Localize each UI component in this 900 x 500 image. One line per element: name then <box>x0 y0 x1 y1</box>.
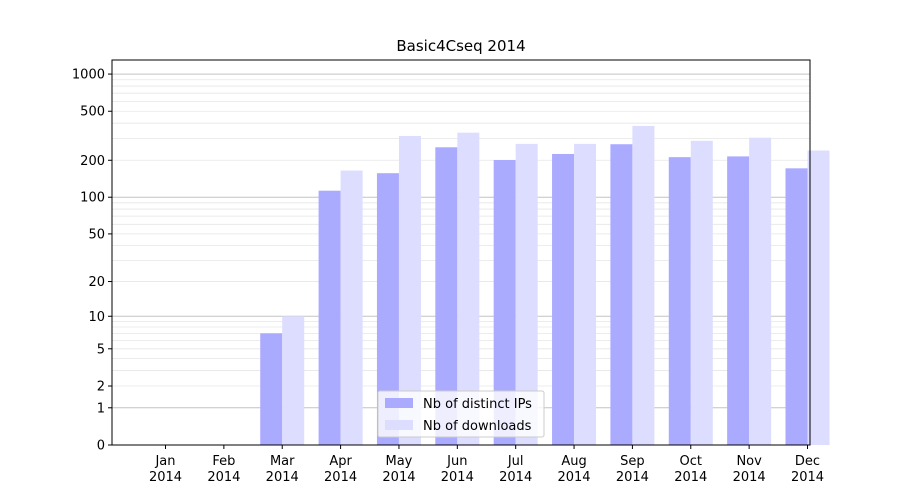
y-tick-label: 1000 <box>72 68 105 83</box>
y-tick-label: 200 <box>80 154 105 169</box>
bar-distinct-ips <box>260 333 283 445</box>
plot-area-frame <box>111 59 811 446</box>
x-tick-label-year: 2014 <box>382 470 415 485</box>
x-tick-label-month: May <box>386 454 413 469</box>
x-tick-label-month: Dec <box>795 454 820 469</box>
bar-distinct-ips <box>318 190 341 445</box>
bar-downloads <box>690 140 713 445</box>
y-axis: 0 1 2 5 10 20 50 100 200 500 1000 <box>72 68 112 454</box>
bars <box>260 125 830 446</box>
y-tick-label: 100 <box>80 191 105 206</box>
bar-downloads <box>340 170 363 445</box>
x-tick-label-month: Apr <box>329 454 352 469</box>
x-tick-label-month: Feb <box>212 454 235 469</box>
x-tick-label-month: Mar <box>270 454 295 469</box>
x-tick-label-month: Oct <box>680 454 702 469</box>
legend-swatch-downloads <box>385 420 413 430</box>
x-tick-label-year: 2014 <box>324 470 357 485</box>
y-tick-label: 20 <box>88 275 105 290</box>
bar-downloads <box>398 135 421 445</box>
y-tick-label: 5 <box>97 342 105 357</box>
legend: Nb of distinct IPs Nb of downloads <box>377 390 545 438</box>
y-tick-label: 2 <box>97 380 105 395</box>
legend-swatch-distinct-ips <box>385 398 413 408</box>
x-tick-label-year: 2014 <box>149 470 182 485</box>
bar-distinct-ips <box>376 173 399 445</box>
x-tick-label-month: Aug <box>561 454 586 469</box>
bar-distinct-ips <box>493 160 516 445</box>
bar-distinct-ips <box>552 153 575 445</box>
x-axis: Jan2014Feb2014Mar2014Apr2014May2014Jun20… <box>149 445 824 485</box>
bar-distinct-ips <box>785 168 808 445</box>
x-tick-label-month: Nov <box>736 454 762 469</box>
y-tick-label: 1 <box>97 401 105 416</box>
x-tick-label-year: 2014 <box>557 470 590 485</box>
bar-distinct-ips <box>668 157 691 446</box>
bar-downloads <box>749 137 772 445</box>
bar-downloads <box>632 125 655 446</box>
x-tick-label-year: 2014 <box>266 470 299 485</box>
x-tick-label-month: Sep <box>620 454 645 469</box>
x-tick-label-month: Jul <box>507 454 524 469</box>
bar-distinct-ips <box>435 147 458 445</box>
x-tick-label-year: 2014 <box>499 470 532 485</box>
bar-distinct-ips <box>610 144 633 446</box>
x-tick-label-year: 2014 <box>674 470 707 485</box>
x-tick-label-year: 2014 <box>791 470 824 485</box>
y-tick-label: 50 <box>88 227 105 242</box>
chart-title: Basic4Cseq 2014 <box>396 37 525 55</box>
x-tick-label-year: 2014 <box>441 470 474 485</box>
x-tick-label-year: 2014 <box>733 470 766 485</box>
y-tick-label: 500 <box>80 105 105 120</box>
legend-label-downloads: Nb of downloads <box>423 419 532 434</box>
x-tick-label-month: Jan <box>154 454 175 469</box>
x-tick-label-month: Jun <box>446 454 467 469</box>
legend-box <box>377 390 545 438</box>
bar-downloads <box>574 143 597 446</box>
legend-label-distinct-ips: Nb of distinct IPs <box>423 397 532 412</box>
bar-downloads <box>515 143 538 446</box>
x-tick-label-year: 2014 <box>207 470 240 485</box>
bar-downloads <box>807 150 830 445</box>
x-tick-label-year: 2014 <box>616 470 649 485</box>
bar-distinct-ips <box>727 156 750 446</box>
y-tick-label: 10 <box>88 310 105 325</box>
y-tick-label: 0 <box>97 439 105 454</box>
bar-downloads <box>457 132 480 446</box>
bar-downloads <box>282 316 305 445</box>
